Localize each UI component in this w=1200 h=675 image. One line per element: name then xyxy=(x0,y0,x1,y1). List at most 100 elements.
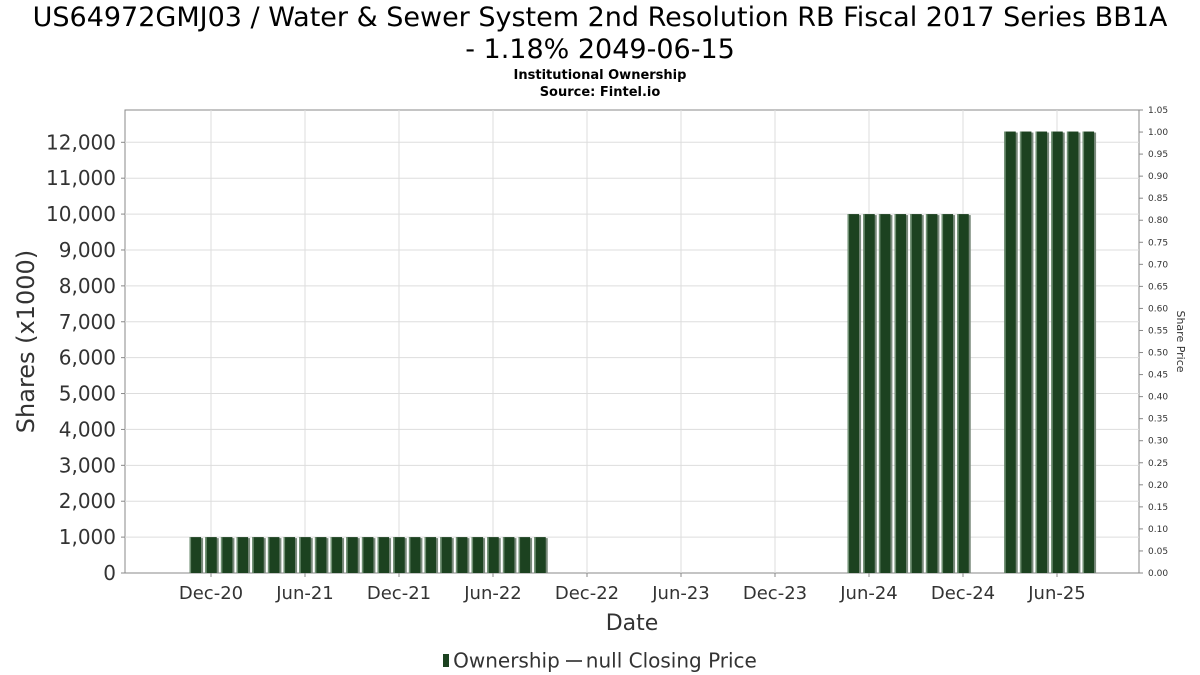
ownership-bar-highlight xyxy=(330,537,333,573)
y-tick-label: 11,000 xyxy=(46,166,116,190)
ownership-bar xyxy=(1082,131,1095,573)
ownership-bar xyxy=(252,537,264,573)
ownership-bar-highlight xyxy=(377,537,380,573)
ownership-bar xyxy=(534,537,546,573)
x-tick-label: Dec-20 xyxy=(179,583,243,604)
ownership-bar xyxy=(346,537,358,573)
ownership-bar-highlight xyxy=(424,537,427,573)
y2-axis-title: Share Price xyxy=(1174,310,1187,372)
ownership-bar-highlight xyxy=(267,537,270,573)
ownership-bar xyxy=(941,214,954,573)
x-tick-label: Dec-21 xyxy=(367,583,431,604)
x-tick-label: Jun-23 xyxy=(651,583,710,604)
y2-tick-label: 0.45 xyxy=(1148,371,1168,381)
y-tick-label: 12,000 xyxy=(46,130,116,154)
y2-tick-label: 0.50 xyxy=(1148,349,1168,359)
y2-tick-label: 0.60 xyxy=(1148,304,1168,314)
ownership-bar-highlight xyxy=(299,537,301,573)
ownership-bar-highlight xyxy=(283,537,286,573)
chart-source: Source: Fintel.io xyxy=(539,85,661,100)
y2-tick-label: 0.70 xyxy=(1148,260,1168,270)
ownership-bar xyxy=(471,537,484,573)
ownership-bar xyxy=(863,214,875,573)
y2-tick-label: 0.15 xyxy=(1148,503,1168,513)
ownership-bar-highlight xyxy=(236,537,239,573)
y2-tick-label: 0.35 xyxy=(1148,415,1168,425)
ownership-bar-highlight xyxy=(863,214,865,573)
ownership-bar-highlight xyxy=(878,214,881,573)
x-axis-title: Date xyxy=(606,611,659,636)
ownership-bar-highlight xyxy=(894,214,897,573)
y2-tick-label: 0.40 xyxy=(1148,393,1168,403)
ownership-bar-highlight xyxy=(455,537,458,573)
y-tick-label: 3,000 xyxy=(59,453,116,477)
ownership-bar-highlight xyxy=(471,537,474,573)
x-tick-label: Dec-22 xyxy=(555,583,619,604)
ownership-bar xyxy=(220,537,233,573)
ownership-bar xyxy=(487,537,499,573)
chart-plot: 0 1,000 2,000 3,000 4,000 5,000 6,000 7,000 8,00… xyxy=(12,106,1187,636)
ownership-bar-highlight xyxy=(393,537,395,573)
ownership-legend-label: Ownership xyxy=(453,648,560,673)
ownership-bar xyxy=(361,537,374,573)
y2-tick-label: 0.00 xyxy=(1148,569,1168,579)
ownership-bar-highlight xyxy=(1035,131,1038,573)
ownership-bar xyxy=(393,537,405,573)
ownership-bar-highlight xyxy=(518,537,521,573)
y2-tick-label: 0.75 xyxy=(1148,238,1168,248)
price-legend-line xyxy=(565,659,582,662)
ownership-bar xyxy=(957,214,969,573)
ownership-bar-highlight xyxy=(252,537,254,573)
y-tick-label: 9,000 xyxy=(59,238,116,262)
x-tick-label: Jun-24 xyxy=(839,583,898,604)
x-tick-label: Dec-23 xyxy=(743,583,807,604)
ownership-bar-highlight xyxy=(1004,131,1006,573)
y2-tick-label: 0.25 xyxy=(1148,459,1168,469)
ownership-bar-highlight xyxy=(910,214,912,573)
ownership-bar xyxy=(1035,131,1048,573)
y2-tick-label: 0.30 xyxy=(1148,437,1168,447)
ownership-bar xyxy=(1004,131,1016,573)
ownership-bar xyxy=(236,537,249,573)
ownership-bar xyxy=(205,537,217,573)
ownership-bar xyxy=(267,537,280,573)
chart-legend: Ownership null Closing Price xyxy=(0,647,1200,673)
y-tick-label: 0 xyxy=(103,561,116,585)
y2-tick-label: 0.95 xyxy=(1148,150,1168,160)
chart-subtitle: Institutional Ownership xyxy=(513,68,687,83)
y2-tick-label: 0.80 xyxy=(1148,216,1168,226)
ownership-bar-highlight xyxy=(1019,131,1022,573)
price-legend-label: null Closing Price xyxy=(585,648,757,673)
y-tick-label: 1,000 xyxy=(59,525,116,549)
ownership-bar-highlight xyxy=(487,537,489,573)
ownership-bar-highlight xyxy=(346,537,348,573)
ownership-bar-highlight xyxy=(1051,131,1053,573)
ownership-bar xyxy=(1066,131,1079,573)
x-tick-label: Jun-21 xyxy=(275,583,334,604)
chart-title-line1: US64972GMJ03 / Water & Sewer System 2nd … xyxy=(32,2,1168,33)
ownership-bar-highlight xyxy=(205,537,207,573)
ownership-bar-highlight xyxy=(957,214,959,573)
ownership-bar xyxy=(377,537,390,573)
ownership-bar-highlight xyxy=(502,537,505,573)
ownership-bar xyxy=(408,537,421,573)
y-tick-label: 6,000 xyxy=(59,346,116,370)
y2-tick-label: 1.00 xyxy=(1148,128,1168,138)
plot-area xyxy=(124,109,1140,574)
y-tick-label: 4,000 xyxy=(59,417,116,441)
ownership-bar xyxy=(910,214,922,573)
ownership-bar xyxy=(299,537,311,573)
y2-tick-label: 0.55 xyxy=(1148,326,1168,336)
ownership-bar xyxy=(424,537,437,573)
ownership-bar xyxy=(455,537,468,573)
y2-tick-label: 0.20 xyxy=(1148,481,1168,491)
y2-tick-label: 0.10 xyxy=(1148,525,1168,535)
ownership-bar xyxy=(330,537,343,573)
ownership-bar xyxy=(502,537,515,573)
ownership-bar xyxy=(1019,131,1032,573)
ownership-bar-highlight xyxy=(220,537,223,573)
ownership-bar-highlight xyxy=(440,537,442,573)
ownership-bar-highlight xyxy=(314,537,317,573)
y2-tick-label: 1.05 xyxy=(1148,106,1168,116)
ownership-bar xyxy=(440,537,452,573)
